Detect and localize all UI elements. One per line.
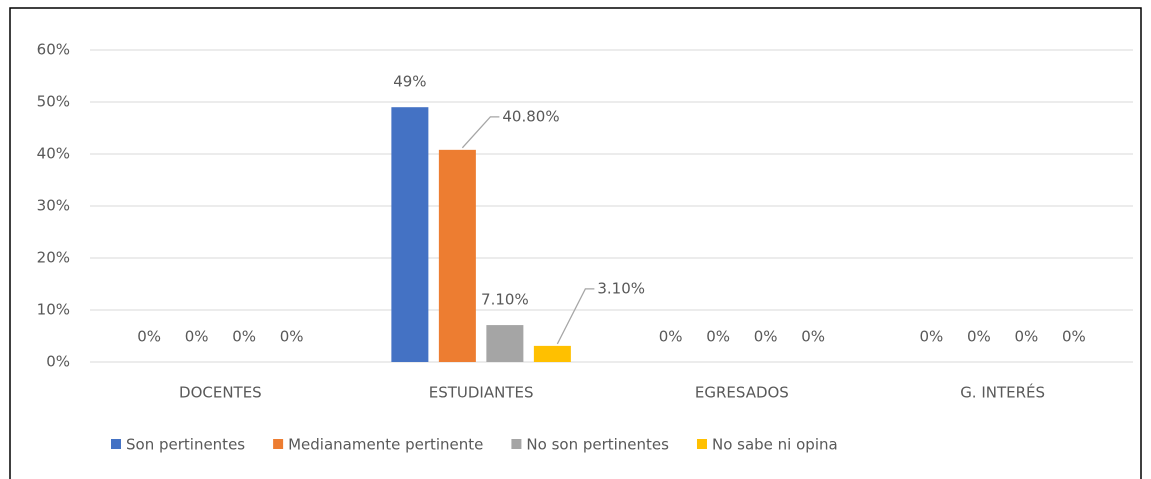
legend-label: Medianamente pertinente (288, 436, 483, 454)
data-label: 0% (137, 328, 161, 346)
data-label: 40.80% (502, 107, 559, 125)
x-tick-label: G. INTERÉS (960, 383, 1045, 402)
leader-line (461, 116, 500, 149)
bar (391, 107, 429, 362)
data-label: 3.10% (597, 279, 645, 297)
data-label: 0% (659, 328, 683, 346)
y-tick-label: 10% (37, 301, 70, 319)
data-label: 49% (393, 73, 426, 91)
legend-swatch (111, 439, 121, 449)
legend-label: No son pertinentes (526, 436, 669, 454)
legend-swatch (696, 439, 707, 449)
data-label: 0% (1014, 328, 1038, 346)
data-label: 0% (919, 328, 943, 346)
data-label: 0% (706, 328, 730, 346)
data-label: 0% (754, 328, 778, 346)
x-tick-label: ESTUDIANTES (429, 384, 534, 402)
data-label: 0% (232, 328, 256, 346)
y-tick-label: 50% (37, 93, 70, 111)
bar (438, 149, 476, 362)
legend-label: Son pertinentes (126, 436, 245, 454)
data-label: 0% (967, 328, 991, 346)
x-tick-label: DOCENTES (179, 384, 262, 402)
y-tick-label: 60% (37, 41, 70, 59)
data-label: 0% (280, 328, 304, 346)
leader-line (556, 288, 595, 345)
bar (486, 325, 524, 362)
data-label: 0% (1062, 328, 1086, 346)
y-tick-label: 30% (37, 197, 70, 215)
data-label: 0% (185, 328, 209, 346)
data-label: 0% (801, 328, 825, 346)
y-tick-label: 20% (37, 249, 70, 267)
y-tick-label: 40% (37, 145, 70, 163)
legend-label: No sabe ni opina (712, 436, 838, 454)
bar (533, 345, 571, 362)
legend-swatch (511, 439, 522, 449)
y-tick-label: 0% (46, 353, 70, 371)
legend-swatch (273, 439, 284, 449)
data-label: 7.10% (481, 291, 529, 309)
frame (9, 7, 1142, 479)
x-tick-label: EGRESADOS (695, 384, 789, 402)
